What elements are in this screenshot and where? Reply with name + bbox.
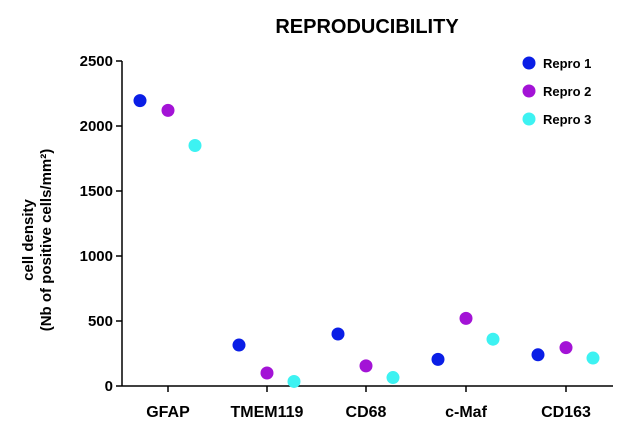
data-point-repro-3 xyxy=(188,139,202,152)
data-point-repro-2 xyxy=(359,359,373,373)
y-tick-label: 1000 xyxy=(80,248,113,265)
data-points xyxy=(133,94,600,388)
legend-marker xyxy=(522,112,536,126)
y-axis-label-line1: cell density xyxy=(20,198,37,280)
data-point-repro-2 xyxy=(559,341,573,355)
y-axis-label: cell density (Nb of positive cells/mm²) xyxy=(20,149,55,332)
y-tick-label: 0 xyxy=(105,378,113,395)
x-tick-label: c-Maf xyxy=(445,404,487,421)
x-tick-label: CD68 xyxy=(346,404,387,421)
y-axis-label-line2: (Nb of positive cells/mm²) xyxy=(38,149,55,332)
y-tick-label: 2000 xyxy=(80,118,113,135)
x-tick-label: TMEM119 xyxy=(231,404,304,421)
legend-marker xyxy=(522,84,536,98)
data-point-repro-3 xyxy=(386,371,400,385)
x-ticks: GFAP TMEM119 CD68 c-Maf CD163 xyxy=(146,386,591,421)
data-point-repro-3 xyxy=(486,332,500,346)
legend: Repro 1 Repro 2 Repro 3 xyxy=(522,56,591,127)
data-point-repro-1 xyxy=(331,327,345,341)
data-point-repro-1 xyxy=(431,352,445,366)
data-point-repro-1 xyxy=(133,94,147,108)
legend-marker xyxy=(522,56,536,70)
data-point-repro-1 xyxy=(531,348,545,362)
x-tick-label: GFAP xyxy=(146,404,190,421)
y-tick-label: 500 xyxy=(88,313,113,330)
chart-title: REPRODUCIBILITY xyxy=(275,16,459,38)
y-ticks: 0 500 1000 1500 2000 2500 xyxy=(80,53,122,395)
data-point-repro-1 xyxy=(232,338,246,352)
legend-label: Repro 1 xyxy=(543,56,591,71)
legend-label: Repro 3 xyxy=(543,112,591,127)
x-tick-label: CD163 xyxy=(541,404,591,421)
y-tick-label: 2500 xyxy=(80,53,113,70)
data-point-repro-3 xyxy=(287,374,301,388)
legend-label: Repro 2 xyxy=(543,84,591,99)
data-point-repro-2 xyxy=(459,311,473,325)
data-point-repro-2 xyxy=(260,366,274,380)
data-point-repro-2 xyxy=(161,103,175,117)
y-tick-label: 1500 xyxy=(80,183,113,200)
data-point-repro-3 xyxy=(586,351,600,365)
